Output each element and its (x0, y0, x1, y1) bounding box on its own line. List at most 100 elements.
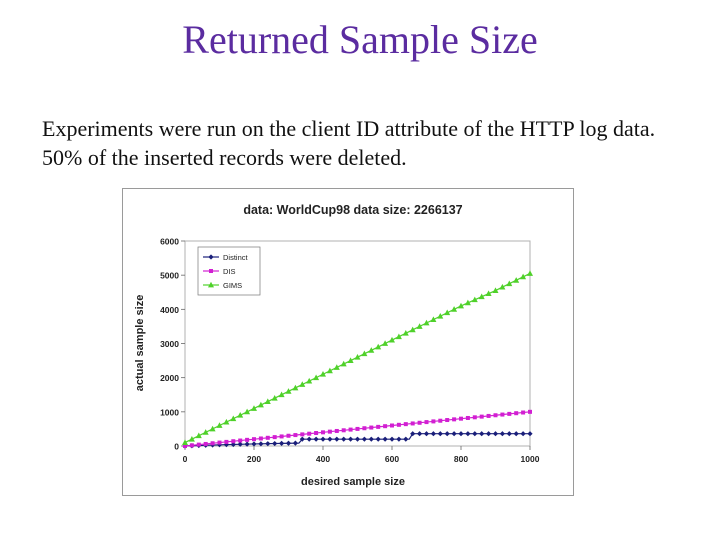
data-point (321, 430, 325, 435)
data-point (403, 422, 408, 427)
data-point (513, 277, 520, 283)
y-tick-label: 1000 (160, 407, 179, 417)
data-point (354, 436, 361, 442)
y-tick-label: 4000 (160, 305, 179, 315)
data-point (354, 353, 361, 360)
data-point (355, 426, 360, 431)
data-point (333, 364, 340, 370)
data-point (486, 413, 491, 418)
data-point (444, 431, 450, 437)
data-point (361, 350, 368, 357)
data-point (527, 431, 533, 437)
data-point (257, 401, 264, 408)
data-point (293, 433, 298, 438)
data-point (465, 431, 471, 437)
data-point (479, 431, 485, 437)
series-dis (183, 409, 532, 448)
data-point (306, 377, 313, 384)
data-point (251, 405, 257, 411)
data-point (300, 432, 305, 437)
y-tick-label: 2000 (160, 373, 179, 383)
data-point (265, 435, 270, 440)
data-point (458, 431, 464, 437)
data-point (383, 424, 388, 429)
data-point (313, 374, 320, 381)
data-point (369, 425, 374, 430)
data-point (451, 431, 457, 437)
data-point (320, 436, 326, 442)
line-chart: data: WorldCup98 data size: 2266137 0 100… (134, 203, 540, 488)
x-tick-label: 200 (247, 454, 261, 464)
data-point (326, 367, 333, 374)
data-point (278, 391, 285, 398)
data-point (299, 381, 306, 387)
data-point (520, 273, 527, 280)
y-tick-label: 6000 (160, 237, 179, 247)
data-point (472, 415, 477, 420)
data-point (271, 394, 278, 401)
data-point (231, 439, 236, 444)
data-point (272, 435, 277, 440)
slide-title: Returned Sample Size (182, 17, 538, 62)
data-point (347, 357, 354, 363)
data-point (438, 418, 443, 423)
data-point (506, 431, 512, 437)
data-point (396, 436, 402, 442)
legend-label: DIS (223, 267, 236, 276)
axes: 0 1000 2000 3000 4000 5000 6000 0 200 400 600 800 10… (160, 237, 540, 465)
data-point (230, 415, 237, 422)
legend-marker (208, 254, 214, 260)
slide-body-text: Experiments were run on the client ID at… (42, 116, 656, 171)
data-point (471, 296, 478, 303)
legend-marker (208, 281, 214, 288)
chart-frame: data: WorldCup98 data size: 2266137 0 100… (122, 188, 574, 496)
data-point (437, 431, 443, 437)
legend: Distinct DIS GIMS (197, 246, 261, 296)
data-point (507, 411, 512, 416)
data-point (402, 330, 409, 336)
x-tick-label: 800 (454, 454, 468, 464)
data-point (430, 431, 436, 437)
data-point (209, 425, 216, 432)
data-point (216, 442, 223, 448)
series-layer (182, 270, 533, 449)
data-point (285, 440, 292, 446)
data-point (396, 422, 401, 427)
data-point (182, 439, 188, 445)
data-point (423, 319, 430, 326)
x-tick-label: 1000 (521, 454, 540, 464)
data-point (520, 431, 526, 437)
data-point (514, 411, 519, 416)
data-point (183, 444, 187, 448)
x-tick-label: 400 (316, 454, 330, 464)
data-point (252, 437, 256, 442)
y-tick-label: 0 (174, 442, 179, 452)
data-point (500, 412, 505, 417)
chart-title: data: WorldCup98 data size: 2266137 (243, 203, 462, 217)
data-point (390, 423, 394, 428)
data-point (389, 336, 395, 343)
data-point (417, 431, 423, 437)
data-point (334, 428, 339, 433)
data-point (286, 433, 291, 438)
data-point (506, 280, 513, 287)
data-point (238, 438, 243, 443)
data-point (521, 410, 526, 415)
data-point (348, 427, 353, 432)
data-point (499, 283, 506, 290)
data-point (195, 432, 202, 439)
data-point (444, 309, 451, 316)
data-point (245, 437, 250, 442)
data-point (417, 420, 422, 425)
data-point (459, 416, 463, 421)
legend-label: Distinct (223, 253, 249, 262)
data-point (188, 435, 195, 442)
data-point (410, 431, 416, 437)
data-point (479, 414, 484, 419)
legend-marker (209, 269, 213, 273)
data-point (485, 290, 492, 297)
data-point (258, 441, 264, 447)
data-point (382, 436, 388, 442)
data-point (431, 419, 436, 424)
data-point (320, 371, 326, 377)
